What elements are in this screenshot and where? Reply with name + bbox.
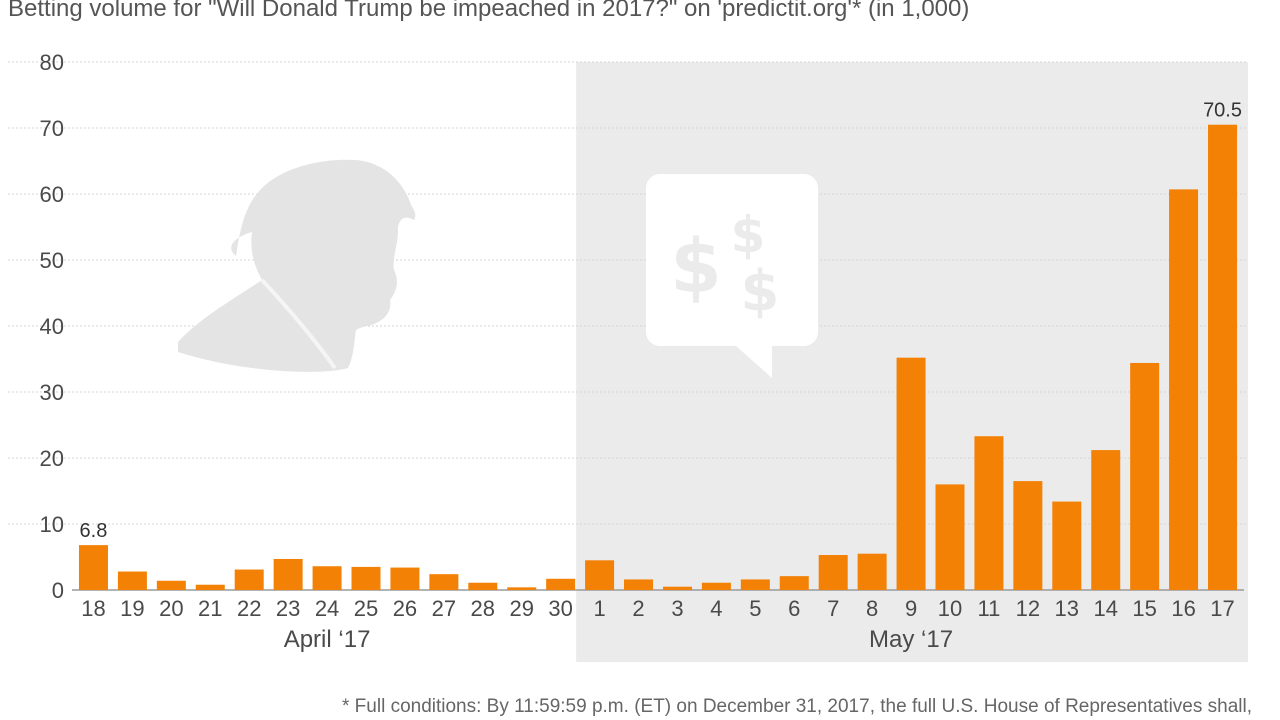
x-tick-label: 23 bbox=[276, 596, 300, 621]
x-tick-label: 10 bbox=[938, 596, 962, 621]
x-tick-label: 17 bbox=[1210, 596, 1234, 621]
bar bbox=[974, 436, 1004, 590]
bar bbox=[1052, 501, 1082, 590]
x-tick-label: 13 bbox=[1055, 596, 1079, 621]
bar bbox=[1091, 450, 1121, 590]
y-tick-label: 20 bbox=[40, 446, 64, 471]
month-group-label: April ‘17 bbox=[284, 626, 371, 653]
bar bbox=[78, 545, 108, 590]
data-label: 6.8 bbox=[80, 520, 108, 542]
chart-title: Betting volume for "Will Donald Trump be… bbox=[8, 0, 969, 22]
y-tick-label: 50 bbox=[40, 248, 64, 273]
month-labels: April ‘17 May ‘17 bbox=[284, 626, 953, 653]
svg-text:$: $ bbox=[741, 259, 780, 324]
x-tick-label: 3 bbox=[671, 596, 683, 621]
bar bbox=[701, 582, 731, 590]
bar bbox=[896, 357, 926, 590]
x-tick-label: 7 bbox=[827, 596, 839, 621]
bar bbox=[740, 579, 770, 590]
bar bbox=[857, 553, 887, 590]
x-tick-label: 18 bbox=[81, 596, 105, 621]
bar bbox=[117, 571, 147, 590]
bar bbox=[1169, 189, 1199, 590]
x-tick-label: 24 bbox=[315, 596, 339, 621]
bar bbox=[312, 566, 342, 590]
x-tick-label: 14 bbox=[1093, 596, 1117, 621]
trump-silhouette-icon bbox=[178, 159, 416, 372]
x-tick-label: 2 bbox=[632, 596, 644, 621]
x-axis-ticks: 18 19 20 21 22 23 24 25 26 27 28 29 30 1 2 3 4 5 6 7 8 9 10 11 1… bbox=[81, 596, 1235, 621]
y-tick-label: 70 bbox=[40, 116, 64, 141]
y-tick-label: 60 bbox=[40, 182, 64, 207]
x-tick-label: 26 bbox=[393, 596, 417, 621]
bar bbox=[429, 574, 459, 590]
bar bbox=[779, 576, 809, 590]
y-axis-ticks: 0 10 20 30 40 50 60 70 80 bbox=[40, 50, 64, 603]
data-labels: 6.8 70.5 bbox=[80, 100, 1242, 542]
x-tick-label: 25 bbox=[354, 596, 378, 621]
footnote: * Full conditions: By 11:59:59 p.m. (ET)… bbox=[342, 696, 1252, 717]
x-tick-label: 1 bbox=[593, 596, 605, 621]
x-tick-label: 16 bbox=[1171, 596, 1195, 621]
bar bbox=[507, 587, 537, 590]
bar bbox=[546, 578, 576, 590]
y-tick-label: 0 bbox=[52, 578, 64, 603]
x-tick-label: 28 bbox=[471, 596, 495, 621]
x-tick-label: 5 bbox=[749, 596, 761, 621]
bar bbox=[468, 582, 498, 590]
x-tick-label: 29 bbox=[509, 596, 533, 621]
y-tick-label: 40 bbox=[40, 314, 64, 339]
bar bbox=[351, 566, 381, 590]
bars bbox=[78, 124, 1238, 590]
x-tick-label: 12 bbox=[1016, 596, 1040, 621]
bar bbox=[624, 579, 654, 590]
bar bbox=[1208, 124, 1238, 590]
bar bbox=[1013, 481, 1043, 590]
y-tick-label: 10 bbox=[40, 512, 64, 537]
svg-text:$: $ bbox=[670, 224, 722, 310]
x-tick-label: 19 bbox=[120, 596, 144, 621]
dollar-speech-bubble-icon: $ $ $ bbox=[646, 174, 818, 378]
bar bbox=[662, 586, 692, 590]
y-tick-label: 80 bbox=[40, 50, 64, 75]
bar bbox=[1130, 362, 1160, 590]
bar bbox=[156, 580, 186, 590]
x-tick-label: 4 bbox=[710, 596, 722, 621]
bar bbox=[234, 569, 264, 590]
month-group-label: May ‘17 bbox=[869, 626, 953, 653]
x-tick-label: 22 bbox=[237, 596, 261, 621]
bar bbox=[195, 584, 225, 590]
x-tick-label: 9 bbox=[905, 596, 917, 621]
x-tick-label: 6 bbox=[788, 596, 800, 621]
x-tick-label: 30 bbox=[548, 596, 572, 621]
svg-text:$: $ bbox=[731, 206, 766, 264]
x-tick-label: 27 bbox=[432, 596, 456, 621]
bar bbox=[273, 558, 303, 590]
bar bbox=[935, 484, 965, 590]
bar bbox=[818, 555, 848, 590]
bar bbox=[585, 560, 615, 590]
x-tick-label: 8 bbox=[866, 596, 878, 621]
x-tick-label: 21 bbox=[198, 596, 222, 621]
bar bbox=[390, 567, 420, 590]
data-label: 70.5 bbox=[1203, 100, 1242, 122]
y-tick-label: 30 bbox=[40, 380, 64, 405]
x-tick-label: 15 bbox=[1132, 596, 1156, 621]
x-tick-label: 11 bbox=[978, 596, 1001, 621]
x-tick-label: 20 bbox=[159, 596, 183, 621]
